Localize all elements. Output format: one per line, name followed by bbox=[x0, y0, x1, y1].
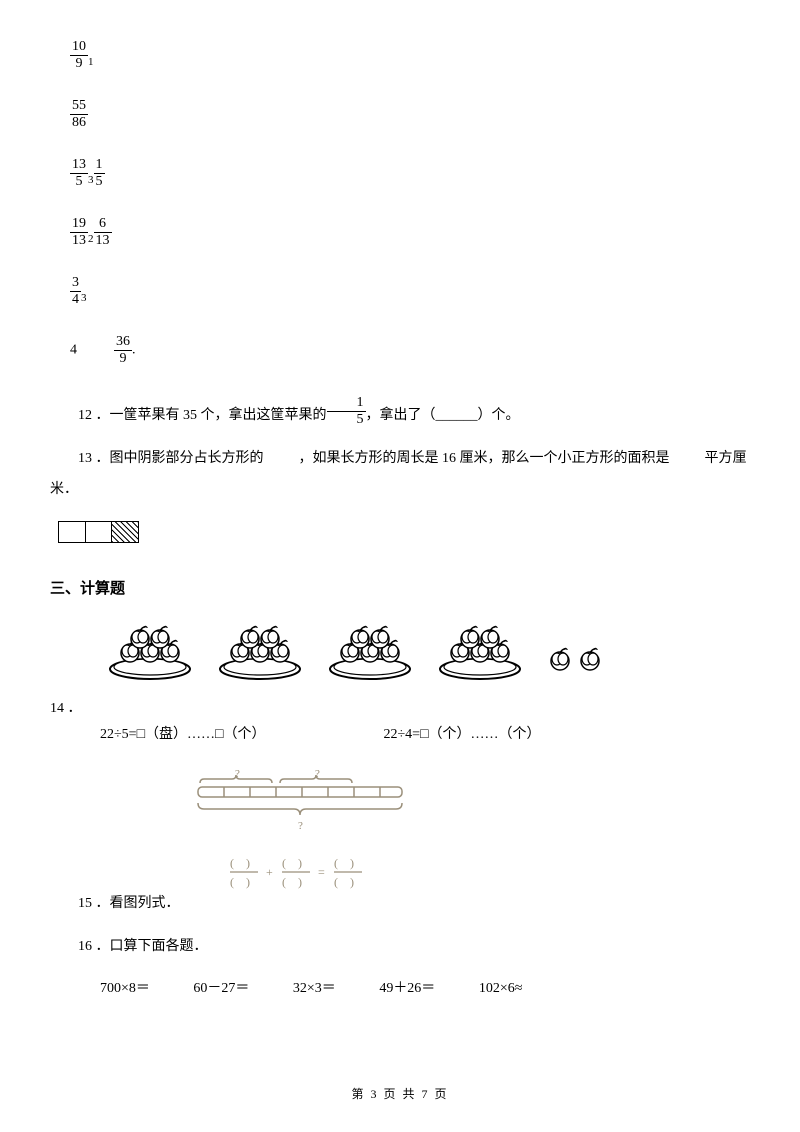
apples-svg bbox=[100, 616, 700, 686]
fraction: 369 bbox=[114, 335, 132, 366]
q13-text-a: 13 ．图中阴影部分占长方形的 bbox=[78, 451, 264, 466]
q13-line2: 米． bbox=[50, 475, 750, 506]
fraction-row-4: 19132613 bbox=[50, 217, 750, 248]
mental-item: 700×8＝ bbox=[100, 977, 150, 997]
q13-text-b: ，如果长方形的周长是 16 厘米，那么一个小正方形的面积是 bbox=[299, 451, 670, 466]
rect-cell bbox=[85, 521, 113, 543]
fraction-row-1: 1091 bbox=[50, 40, 750, 71]
subscript: 3 bbox=[81, 292, 87, 304]
q14-eq1: 22÷5=□（盘）……□（个） bbox=[100, 723, 380, 743]
rect-cell bbox=[58, 521, 86, 543]
rectangle-diagram bbox=[58, 521, 138, 543]
svg-text:( ): ( ) bbox=[282, 875, 302, 889]
trailing-dot: . bbox=[132, 343, 136, 358]
apples-illustration bbox=[50, 616, 750, 691]
section-3-title: 三、计算题 bbox=[50, 577, 750, 598]
svg-text:( ): ( ) bbox=[334, 856, 354, 870]
leading-number: 4 bbox=[70, 343, 77, 358]
subscript: 1 bbox=[88, 56, 94, 68]
svg-text:( ): ( ) bbox=[334, 875, 354, 889]
q14-eq2: 22÷4=□（个）……（个） bbox=[384, 727, 541, 742]
mental-item: 49＋26＝ bbox=[379, 977, 435, 997]
svg-text:+: + bbox=[266, 865, 273, 879]
rect-cell-shaded bbox=[111, 521, 139, 543]
fraction: 5586 bbox=[70, 99, 88, 130]
svg-text:( ): ( ) bbox=[230, 875, 250, 889]
q14-equations: 22÷5=□（盘）……□（个） 22÷4=□（个）……（个） bbox=[50, 723, 750, 743]
mental-math-row: 700×8＝ 60－27＝ 32×3＝ 49＋26＝ 102×6≈ bbox=[50, 977, 750, 997]
fraction: 15 bbox=[94, 158, 105, 189]
question-12: 12 ．一筐苹果有 35 个，拿出这筐苹果的15，拿出了（______）个。 bbox=[50, 396, 750, 432]
fraction: 15 bbox=[327, 396, 366, 427]
fraction: 1913 bbox=[70, 217, 88, 248]
question-16: 16 ．口算下面各题． bbox=[50, 932, 750, 963]
q14-label: 14 ． bbox=[50, 697, 750, 717]
q12-text-post: ，拿出了（______）个。 bbox=[366, 408, 520, 423]
fraction: 34 bbox=[70, 276, 81, 307]
q12-text-pre: 12 ．一筐苹果有 35 个，拿出这筐苹果的 bbox=[78, 408, 327, 423]
fraction-row-3: 135315 bbox=[50, 158, 750, 189]
q15-diagram: ? ? ? bbox=[180, 767, 750, 852]
mental-item: 102×6≈ bbox=[479, 981, 523, 997]
mental-item: 32×3＝ bbox=[293, 977, 336, 997]
fraction: 613 bbox=[94, 217, 112, 248]
q13-text-c: 平方厘 bbox=[705, 451, 747, 466]
question-13: 13 ．图中阴影部分占长方形的 ，如果长方形的周长是 16 厘米，那么一个小正方… bbox=[50, 444, 750, 506]
fraction-row-2: 5586 bbox=[50, 99, 750, 130]
mental-item: 60－27＝ bbox=[193, 977, 249, 997]
mixed-whole: 3 bbox=[88, 174, 94, 186]
svg-text:( ): ( ) bbox=[282, 856, 302, 870]
svg-text:=: = bbox=[318, 865, 325, 879]
fraction: 109 bbox=[70, 40, 88, 71]
fraction-row-6: 4 369. bbox=[50, 335, 750, 366]
fraction-row-5: 343 bbox=[50, 276, 750, 307]
page-footer: 第 3 页 共 7 页 bbox=[0, 1085, 800, 1102]
fraction: 135 bbox=[70, 158, 88, 189]
mixed-whole: 2 bbox=[88, 233, 94, 245]
svg-text:( ): ( ) bbox=[230, 856, 250, 870]
svg-text:?: ? bbox=[298, 820, 303, 832]
